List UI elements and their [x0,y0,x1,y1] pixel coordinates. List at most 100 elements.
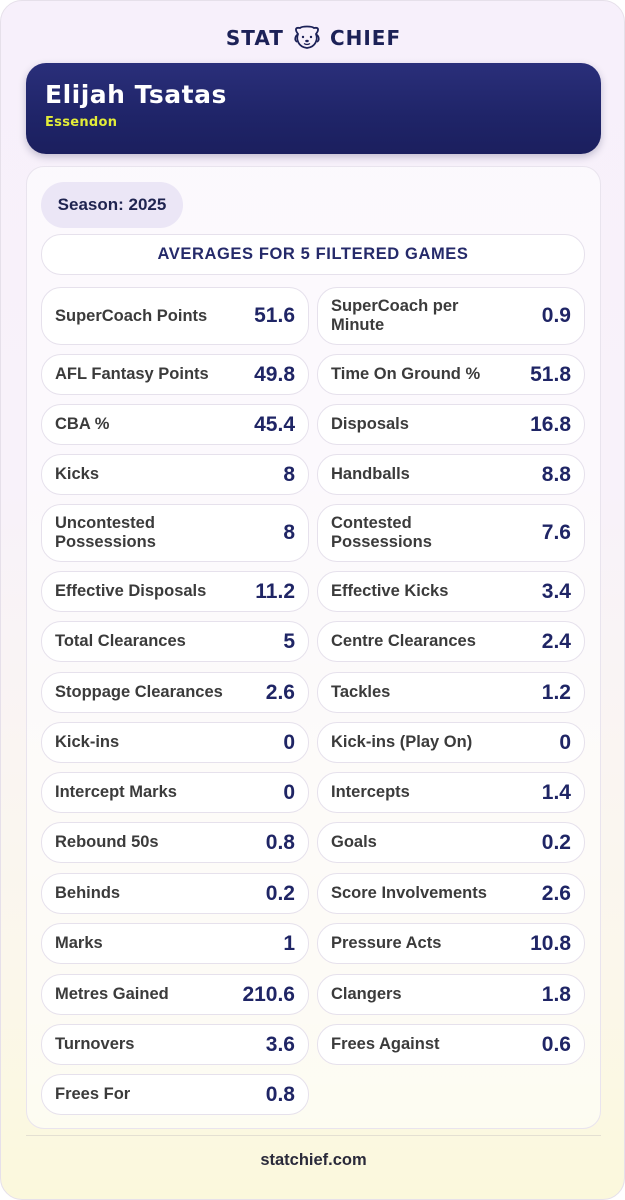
stat-tile: Turnovers 3.6 [41,1024,309,1065]
stat-label: SuperCoach per Minute [331,297,459,334]
stat-value: 8.8 [541,462,571,486]
stat-label: Kick-ins [55,733,120,751]
season-selector[interactable]: Season: 2025 [41,182,183,228]
stat-label: Effective Kicks [331,582,449,600]
stat-label: Clangers [331,985,402,1003]
stat-label: Total Clearances [55,632,186,650]
stat-value: 51.8 [530,362,571,386]
stat-label: Behinds [55,884,121,902]
stat-label: Frees Against [331,1035,440,1053]
stat-value: 1.4 [541,780,571,804]
stat-tile: Handballs 8.8 [317,454,585,495]
stat-tile: Marks 1 [41,923,309,964]
stat-value: 2.6 [265,680,295,704]
stat-value: 0.6 [541,1032,571,1056]
stat-label: Rebound 50s [55,833,159,851]
player-header: Elijah Tsatas Essendon [26,63,601,154]
stat-value: 5 [283,629,295,653]
stat-value: 7.6 [541,521,571,544]
stat-tile: Effective Kicks 3.4 [317,571,585,612]
stat-label: Pressure Acts [331,934,442,952]
stat-value: 0 [283,730,295,754]
stat-label: Frees For [55,1085,131,1103]
stat-label: Effective Disposals [55,582,207,600]
stat-tile: Kicks 8 [41,454,309,495]
footer-divider [26,1135,601,1136]
stat-value: 49.8 [254,362,295,386]
stat-label: Turnovers [55,1035,135,1053]
stat-value: 2.4 [541,629,571,653]
brand-logo: STAT CHIEF [1,23,624,53]
stat-value: 1 [283,931,295,955]
stat-tile: Centre Clearances 2.4 [317,621,585,662]
stat-value: 0.2 [265,881,295,905]
stat-tile: Contested Possessions 7.6 [317,504,585,562]
stat-tile: Effective Disposals 11.2 [41,571,309,612]
stat-tile: Frees For 0.8 [41,1074,309,1115]
stat-label: Score Involvements [331,884,487,902]
stat-tile: Intercept Marks 0 [41,772,309,813]
stat-tile: Rebound 50s 0.8 [41,822,309,863]
stat-tile: Disposals 16.8 [317,404,585,445]
stat-label: Handballs [331,465,410,483]
stat-tile: Pressure Acts 10.8 [317,923,585,964]
stat-label: Intercept Marks [55,783,177,801]
stat-label: Disposals [331,415,409,433]
stat-tile: Score Involvements 2.6 [317,873,585,914]
stat-value: 0 [283,780,295,804]
stat-value: 1.8 [541,982,571,1006]
stat-tile: Tackles 1.2 [317,672,585,713]
stat-tile: Stoppage Clearances 2.6 [41,672,309,713]
stat-label: CBA % [55,415,110,433]
stat-label: Kick-ins (Play On) [331,733,473,751]
stat-value: 8 [283,521,295,544]
stat-label: Intercepts [331,783,410,801]
stat-tile: CBA % 45.4 [41,404,309,445]
stat-tile: Kick-ins (Play On) 0 [317,722,585,763]
stat-label: SuperCoach Points [55,306,208,325]
stat-value: 0.9 [541,304,571,327]
stat-tile: Frees Against 0.6 [317,1024,585,1065]
stat-tile: Intercepts 1.4 [317,772,585,813]
dog-face-icon [294,25,320,49]
stat-value: 1.2 [541,680,571,704]
stat-tile: Time On Ground % 51.8 [317,354,585,395]
stat-tile: SuperCoach Points 51.6 [41,287,309,345]
stat-value: 3.4 [541,579,571,603]
stat-label: Stoppage Clearances [55,683,223,701]
stat-label: Uncontested Possessions [55,514,156,551]
stat-value: 8 [283,462,295,486]
stat-value: 3.6 [265,1032,295,1056]
stat-value: 16.8 [530,412,571,436]
stat-tile: SuperCoach per Minute 0.9 [317,287,585,345]
brand-text-right: CHIEF [329,26,402,50]
stat-label: AFL Fantasy Points [55,365,209,383]
stat-value: 0.8 [265,830,295,854]
stat-value: 51.6 [254,304,295,327]
stat-tile: Total Clearances 5 [41,621,309,662]
brand-text-left: STAT [225,26,284,50]
stat-value: 0.8 [265,1082,295,1106]
stat-label: Marks [55,934,103,952]
stat-label: Tackles [331,683,391,701]
stat-value: 2.6 [541,881,571,905]
player-name: Elijah Tsatas [45,80,227,109]
stat-label: Kicks [55,465,100,483]
footer-url[interactable]: statchief.com [260,1151,367,1169]
player-team: Essendon [45,115,118,130]
stat-label: Centre Clearances [331,632,476,650]
stat-tile: Clangers 1.8 [317,974,585,1015]
stat-label: Metres Gained [55,985,169,1003]
stat-tile: Metres Gained 210.6 [41,974,309,1015]
stat-value: 210.6 [242,982,295,1006]
stat-value: 45.4 [254,412,295,436]
stat-value: 0.2 [541,830,571,854]
stat-tile: Kick-ins 0 [41,722,309,763]
stat-tile: Goals 0.2 [317,822,585,863]
stat-tile: AFL Fantasy Points 49.8 [41,354,309,395]
stat-label: Time On Ground % [331,365,481,383]
stat-label: Goals [331,833,377,851]
stat-value: 11.2 [255,579,295,603]
stat-tile: Behinds 0.2 [41,873,309,914]
